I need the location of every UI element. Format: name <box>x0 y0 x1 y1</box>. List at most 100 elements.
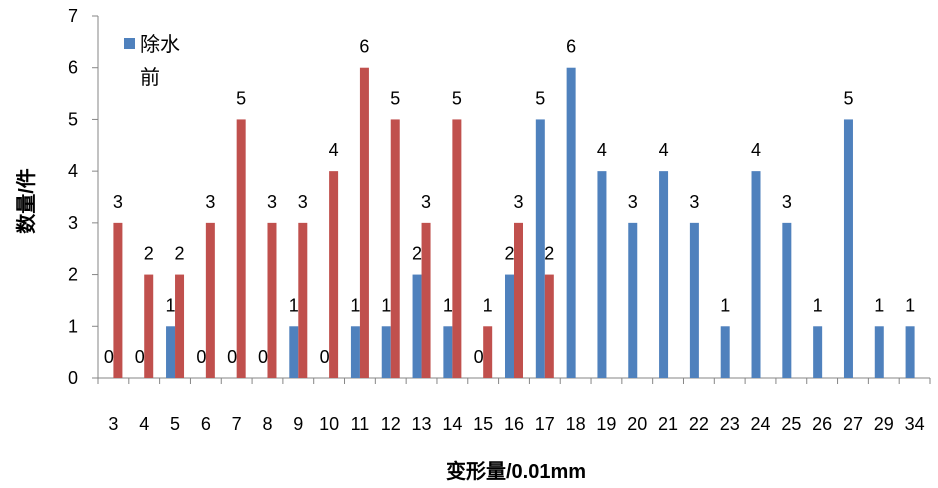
y-tick-label: 3 <box>68 213 78 233</box>
bar-blue-29 <box>874 326 884 378</box>
data-label: 0 <box>320 347 330 367</box>
data-label: 3 <box>267 192 277 212</box>
bar-blue-34 <box>905 326 915 378</box>
data-label: 5 <box>452 88 462 108</box>
x-tick-label: 20 <box>627 414 647 434</box>
data-label: 0 <box>258 347 268 367</box>
y-tick-label: 4 <box>68 161 78 181</box>
data-label: 1 <box>905 295 915 315</box>
x-tick-label: 34 <box>905 414 925 434</box>
x-tick-label: 9 <box>293 414 303 434</box>
bar-red-16 <box>514 222 523 378</box>
bar-blue-24 <box>751 171 761 378</box>
x-tick-label: 7 <box>232 414 242 434</box>
x-tick-label: 11 <box>351 414 370 434</box>
x-tick-label: 27 <box>843 414 863 434</box>
y-axis-title: 数量/件 <box>14 168 38 234</box>
data-label: 1 <box>483 295 493 315</box>
bar-blue-20 <box>628 222 638 378</box>
bar-red-10 <box>329 171 339 378</box>
x-tick-label: 12 <box>381 414 401 434</box>
x-axis-title: 变形量/0.01mm <box>446 459 586 483</box>
x-tick-label: 13 <box>412 414 432 434</box>
data-label: 2 <box>144 244 154 264</box>
legend: 除水 前 <box>124 33 186 89</box>
bar-blue-17 <box>535 119 545 378</box>
data-label: 4 <box>597 140 607 160</box>
bar-blue-26 <box>813 326 823 378</box>
data-label: 5 <box>390 88 400 108</box>
data-label: 6 <box>359 37 369 57</box>
bar-blue-13 <box>412 274 422 378</box>
x-tick-label: 22 <box>689 414 709 434</box>
legend-label-line2: 前 <box>140 66 160 89</box>
x-tick-label: 24 <box>751 414 771 434</box>
bar-blue-19 <box>597 171 607 378</box>
data-label: 0 <box>196 347 206 367</box>
x-tick-label: 15 <box>473 414 493 434</box>
data-label: 2 <box>504 244 514 264</box>
data-label: 1 <box>289 295 299 315</box>
x-tick-label: 8 <box>262 414 272 434</box>
data-label: 1 <box>443 295 453 315</box>
data-label: 1 <box>166 295 176 315</box>
data-label: 5 <box>535 88 545 108</box>
data-label: 4 <box>751 140 761 160</box>
bar-red-17 <box>544 274 554 378</box>
data-label: 6 <box>566 37 576 57</box>
bar-blue-16 <box>505 274 514 378</box>
x-tick-label: 14 <box>442 414 462 434</box>
y-tick-label: 7 <box>68 6 78 26</box>
data-label: 0 <box>474 347 484 367</box>
x-tick-label: 6 <box>201 414 211 434</box>
data-labels: 0 0 1 0 0 0 1 0 1 1 2 1 0 2 5 6 4 3 4 3 1 4 3 1 5 1 1 3 2 2 3 5 3 3 4 6 5 3 5 1… <box>104 37 915 367</box>
bar-blue-25 <box>782 222 792 378</box>
x-tick-label: 10 <box>319 414 339 434</box>
data-label: 3 <box>628 192 638 212</box>
data-label: 3 <box>113 192 123 212</box>
x-tick-label: 18 <box>566 414 586 434</box>
data-label: 1 <box>350 295 360 315</box>
bar-red-14 <box>452 119 462 378</box>
data-label: 1 <box>874 295 884 315</box>
x-tick-label: 23 <box>720 414 740 434</box>
bar-red-4 <box>144 274 154 378</box>
data-label: 0 <box>227 347 237 367</box>
data-label: 3 <box>298 192 308 212</box>
bar-blue-22 <box>689 222 699 378</box>
y-tick-label: 6 <box>68 58 78 78</box>
x-tick-label: 16 <box>504 414 524 434</box>
bar-red-7 <box>236 119 246 378</box>
bar-red-11 <box>359 67 369 378</box>
x-tick-label: 4 <box>139 414 149 434</box>
data-label: 3 <box>205 192 215 212</box>
bar-red-12 <box>390 119 400 378</box>
bar-blue-9 <box>289 326 299 378</box>
y-tick-label: 5 <box>68 109 78 129</box>
bar-red-13 <box>421 222 431 378</box>
legend-label: 除水 前 <box>140 33 186 89</box>
data-label: 0 <box>104 347 114 367</box>
bar-blue-11 <box>350 326 360 378</box>
bar-blue-23 <box>720 326 730 378</box>
data-label: 1 <box>813 295 823 315</box>
bar-blue-27 <box>843 119 853 378</box>
bar-red-3 <box>113 222 123 378</box>
bar-blue-18 <box>566 67 576 378</box>
x-tick-label: 5 <box>170 414 180 434</box>
x-tick-label: 29 <box>874 414 894 434</box>
y-tick-label: 0 <box>68 368 78 388</box>
y-tick-label: 1 <box>68 316 78 336</box>
legend-label-line1: 除水 <box>140 33 180 56</box>
data-label: 5 <box>843 88 853 108</box>
bar-blue-12 <box>381 326 391 378</box>
bar-blue-21 <box>659 171 669 378</box>
data-label: 2 <box>175 244 185 264</box>
data-label: 3 <box>513 192 523 212</box>
data-label: 4 <box>659 140 669 160</box>
data-label: 3 <box>421 192 431 212</box>
data-label: 2 <box>412 244 422 264</box>
x-tick-label: 3 <box>108 414 118 434</box>
